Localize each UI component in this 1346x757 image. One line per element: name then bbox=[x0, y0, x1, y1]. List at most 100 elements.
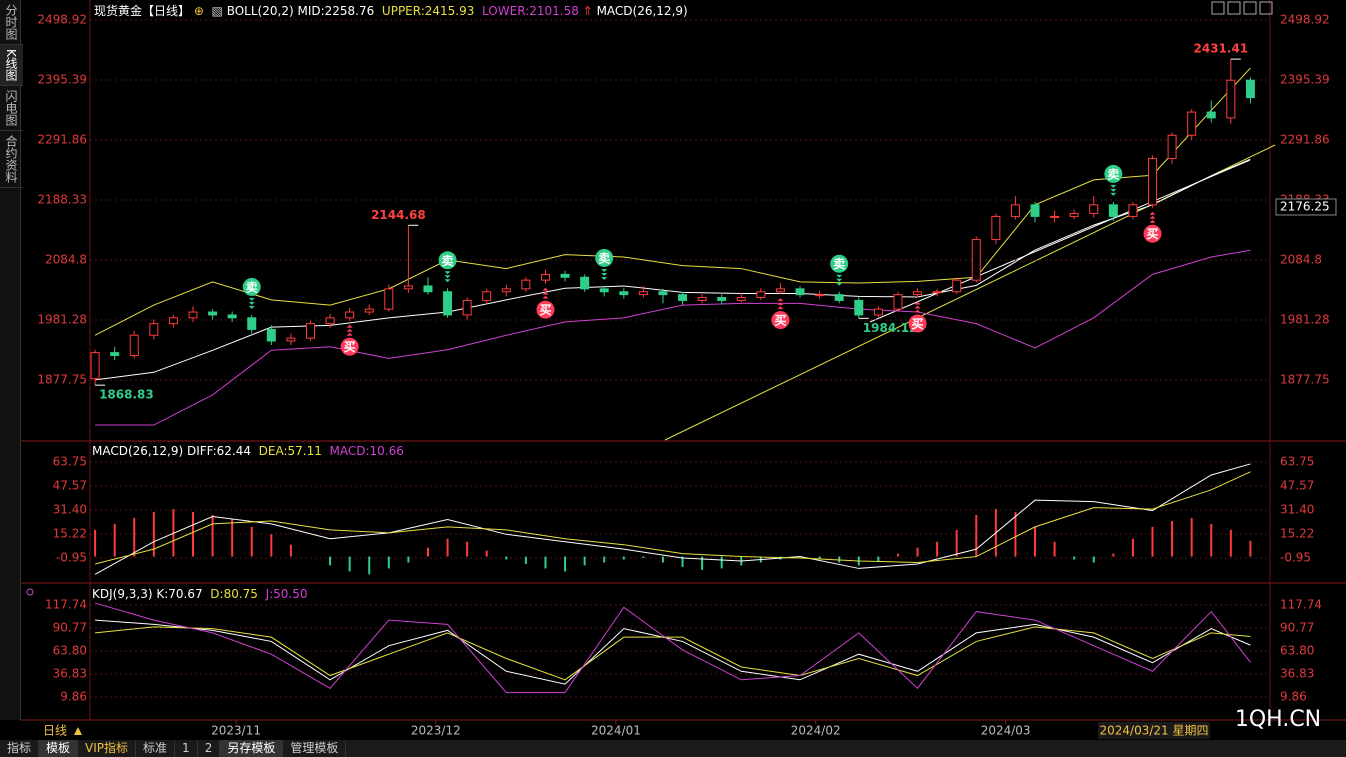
icon[interactable] bbox=[1243, 1, 1257, 15]
candle-body bbox=[110, 352, 120, 357]
signal[interactable]: 买 bbox=[908, 301, 927, 333]
brand: 1QH.CN bbox=[1235, 707, 1321, 732]
y-tick-label: 47.57 bbox=[53, 478, 87, 492]
toolbar-button[interactable]: 管理模板 bbox=[283, 740, 347, 757]
signal-badge bbox=[908, 314, 927, 333]
y-tick-label-right: 1877.75 bbox=[1280, 372, 1330, 386]
toolbar-button[interactable]: 1 bbox=[175, 740, 198, 757]
side-tabs: 分时图 K线图 闪电图 合约资料 bbox=[0, 0, 23, 720]
candle-body bbox=[619, 291, 629, 296]
toolbar-button[interactable]: 另存模板 bbox=[220, 740, 284, 757]
candle-body bbox=[1148, 157, 1158, 206]
signal-arrow bbox=[248, 305, 255, 309]
kdj-icon[interactable] bbox=[26, 588, 34, 596]
signal-label: 买 bbox=[344, 340, 356, 354]
tab[interactable]: 闪电图 bbox=[0, 86, 23, 131]
candle-body bbox=[462, 299, 472, 316]
candle-body bbox=[1167, 134, 1177, 159]
candle-body bbox=[1089, 204, 1099, 215]
tab[interactable]: 分时图 bbox=[0, 0, 23, 45]
kdj-header: KDJ(9,3,3) K:70.67 D:80.75 J:50.50 bbox=[92, 587, 308, 601]
toolbar-button[interactable]: 指标 bbox=[0, 740, 40, 757]
y-tick-label: 31.40 bbox=[53, 502, 87, 516]
candle-body bbox=[1245, 79, 1255, 99]
icon[interactable] bbox=[1211, 1, 1225, 15]
signal[interactable]: 卖 bbox=[595, 248, 614, 280]
candle-body bbox=[443, 291, 453, 316]
y-tick-label-right: 63.80 bbox=[1280, 643, 1314, 657]
icon[interactable] bbox=[1259, 1, 1273, 15]
indicator-name: KDJ(9,3,3) bbox=[92, 587, 153, 601]
signal-arrow bbox=[1110, 188, 1117, 192]
signal[interactable]: 买 bbox=[340, 324, 359, 356]
candle-body bbox=[775, 288, 785, 293]
candle-body bbox=[403, 285, 413, 290]
candle-body bbox=[129, 334, 139, 357]
candle-body bbox=[913, 291, 923, 296]
signal-label: 卖 bbox=[442, 253, 454, 268]
signal-arrow bbox=[346, 332, 353, 336]
signal[interactable]: 买 bbox=[1143, 211, 1162, 243]
candle-body bbox=[482, 291, 492, 301]
signal-badge bbox=[1104, 164, 1123, 183]
y-tick-label: 2188.33 bbox=[37, 192, 87, 206]
y-tick-label: 2291.86 bbox=[37, 132, 87, 146]
candle-body bbox=[1226, 79, 1236, 119]
candle-body bbox=[1030, 204, 1040, 217]
y-tick-label-right: 2498.92 bbox=[1280, 12, 1330, 26]
tab[interactable]: K线图 bbox=[0, 45, 23, 86]
signal-label: 买 bbox=[539, 303, 551, 317]
background bbox=[20, 0, 1346, 740]
toolbar-button[interactable]: VIP指标 bbox=[78, 740, 137, 757]
candle-body bbox=[932, 291, 942, 294]
price-label: 1868.83 bbox=[99, 388, 154, 402]
tab[interactable]: 合约资料 bbox=[0, 131, 23, 188]
signal[interactable]: 买 bbox=[536, 287, 555, 319]
signal[interactable]: 卖 bbox=[242, 277, 261, 309]
signal[interactable]: 买 bbox=[771, 298, 790, 330]
y-tick-label: 2084.8 bbox=[45, 252, 87, 266]
candle-body bbox=[247, 317, 257, 330]
x-tick-label: 2023/12 bbox=[411, 724, 461, 738]
candle-body bbox=[208, 311, 218, 316]
signal-badge bbox=[595, 248, 614, 267]
toolbar-button[interactable]: 标准 bbox=[136, 740, 176, 757]
candle-body bbox=[305, 323, 315, 339]
window-icons[interactable] bbox=[1211, 1, 1273, 15]
y-tick-label: 117.74 bbox=[45, 597, 87, 611]
candle-body bbox=[149, 323, 159, 336]
signal-arrow bbox=[777, 298, 784, 302]
icon[interactable] bbox=[1227, 1, 1241, 15]
x-tick-label: 2024/01 bbox=[591, 724, 641, 738]
indicator-line bbox=[94, 471, 1251, 565]
candle-body bbox=[717, 297, 727, 301]
candle-body bbox=[501, 288, 511, 293]
indicator-line bbox=[95, 626, 1251, 681]
y-tick-label: -0.95 bbox=[56, 550, 87, 564]
candle-body bbox=[756, 291, 766, 299]
candle-body bbox=[697, 297, 707, 301]
candle-body bbox=[1010, 204, 1020, 217]
indicator-value: J:50.50 bbox=[265, 587, 308, 601]
signal-arrow bbox=[1110, 184, 1117, 188]
y-tick-label: 63.80 bbox=[53, 643, 87, 657]
toolbar-button[interactable]: 模板 bbox=[39, 740, 79, 757]
period-label[interactable]: 日线 bbox=[43, 724, 67, 738]
signal[interactable]: 卖 bbox=[438, 251, 457, 283]
toolbar-button[interactable]: 2 bbox=[198, 740, 221, 757]
signal-label: 买 bbox=[774, 314, 786, 328]
signal-arrow bbox=[444, 271, 451, 275]
candle-body bbox=[286, 337, 296, 342]
candle-body bbox=[815, 294, 825, 297]
signal[interactable]: 卖 bbox=[1104, 164, 1123, 196]
signal-arrow bbox=[444, 279, 451, 283]
indicator-value: LOWER:2101.58 bbox=[482, 4, 579, 18]
signal[interactable]: 卖 bbox=[830, 254, 849, 286]
signal-badge bbox=[536, 300, 555, 319]
signal-label: 卖 bbox=[246, 279, 258, 294]
period-arrow[interactable] bbox=[74, 727, 82, 735]
signal-arrow bbox=[601, 268, 608, 272]
price-label: 1984.12 bbox=[863, 321, 918, 335]
